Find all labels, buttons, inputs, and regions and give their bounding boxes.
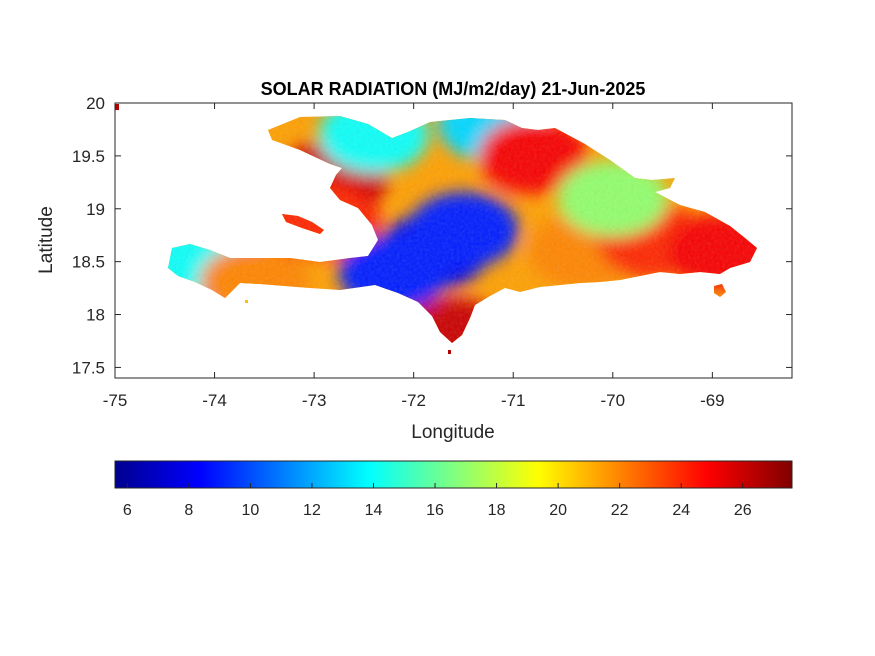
chart-title: SOLAR RADIATION (MJ/m2/day) 21-Jun-2025 (261, 79, 646, 99)
x-tick-label: -69 (700, 391, 725, 410)
y-tick-label: 20 (86, 94, 105, 113)
colorbar-axis: 6 8 10 12 14 16 18 20 22 24 26 (123, 483, 752, 519)
colorbar-tick-label: 14 (365, 502, 383, 519)
y-tick-label: 18.5 (72, 253, 105, 272)
colorbar-tick-label: 24 (672, 502, 690, 519)
heatmap-speck (115, 104, 119, 110)
heatmap-speck (448, 350, 451, 354)
colorbar (114, 460, 793, 489)
y-axis-label: Latitude (36, 206, 57, 274)
x-tick-label: -73 (302, 391, 327, 410)
x-tick-label: -74 (202, 391, 227, 410)
y-tick-label: 19 (86, 200, 105, 219)
colorbar-tick-label: 16 (426, 502, 444, 519)
axes-frame (114, 102, 793, 379)
y-axis: 20 19.5 19 18.5 18 17.5 (72, 94, 792, 377)
x-tick-label: -72 (401, 391, 426, 410)
colorbar-tick-label: 18 (488, 502, 506, 519)
x-axis: -75 -74 -73 -72 -71 -70 -69 (103, 103, 725, 410)
colorbar-tick-label: 20 (549, 502, 567, 519)
colorbar-tick-label: 8 (184, 502, 193, 519)
x-tick-label: -75 (103, 391, 128, 410)
x-tick-label: -70 (601, 391, 626, 410)
y-tick-label: 17.5 (72, 358, 105, 377)
colorbar-tick-label: 6 (123, 502, 132, 519)
y-tick-label: 18 (86, 306, 105, 325)
x-axis-label: Longitude (411, 422, 494, 443)
colorbar-tick-label: 22 (611, 502, 629, 519)
x-tick-label: -71 (501, 391, 526, 410)
y-tick-label: 19.5 (72, 147, 105, 166)
colorbar-tick-label: 26 (734, 502, 752, 519)
colorbar-tick-label: 12 (303, 502, 321, 519)
colorbar-tick-label: 10 (242, 502, 260, 519)
heatmap-speck (245, 300, 248, 303)
